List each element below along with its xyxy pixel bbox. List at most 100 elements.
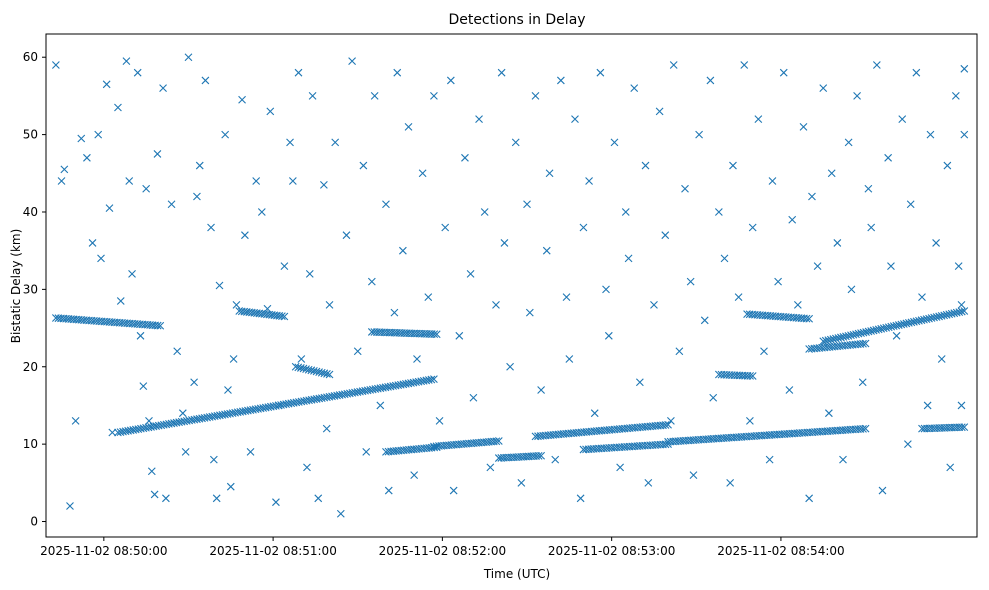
x-tick-label: 2025-11-02 08:51:00 (209, 544, 336, 558)
detection-marker (839, 455, 847, 464)
y-tick-label: 30 (23, 282, 38, 296)
detection-marker (785, 386, 794, 394)
detection-marker (517, 478, 526, 487)
detection-marker (774, 277, 782, 286)
plot-frame (45, 33, 978, 538)
detection-marker (393, 68, 402, 77)
detection-marker (390, 308, 399, 317)
detection-marker (162, 494, 170, 503)
detection-marker (105, 204, 114, 213)
detection-marker (150, 490, 159, 499)
detection-marker (847, 285, 856, 294)
detection-marker (500, 239, 509, 247)
detection-marker (461, 153, 469, 162)
chart-title: Detections in Delay (448, 12, 585, 28)
detection-marker (534, 451, 543, 460)
detection-marker (844, 138, 853, 147)
detection-marker (695, 130, 703, 139)
detection-marker (754, 115, 763, 124)
detection-marker (446, 76, 455, 85)
detection-marker (808, 192, 816, 201)
detection-marker (946, 463, 955, 472)
detection-marker (359, 161, 368, 170)
detection-marker (181, 447, 190, 456)
detection-marker (108, 428, 117, 437)
detection-marker (531, 92, 540, 100)
detection-marker (114, 103, 122, 112)
detection-marker (748, 223, 757, 232)
detection-marker (918, 293, 926, 301)
detection-marker (384, 486, 393, 495)
detection-marker (833, 239, 842, 247)
detection-marker (427, 375, 436, 384)
detection-marker (209, 455, 218, 464)
detection-marker (277, 312, 286, 321)
detection-marker (957, 307, 966, 316)
detection-marker (700, 316, 709, 325)
detection-marker (184, 53, 193, 62)
detection-marker (951, 92, 960, 100)
detection-marker (545, 169, 554, 178)
detection-marker (681, 184, 689, 193)
detection-marker (238, 95, 246, 104)
y-tick-label: 60 (23, 50, 38, 64)
detection-marker (932, 239, 940, 247)
detection-marker (596, 68, 605, 77)
detection-marker (511, 138, 520, 147)
detection-marker (116, 297, 125, 305)
detection-marker (884, 153, 893, 162)
detection-marker (469, 393, 478, 402)
detection-marker (957, 401, 966, 410)
detection-marker (382, 200, 390, 209)
detection-marker (308, 92, 317, 100)
detection-marker (303, 463, 311, 472)
detection-marker (740, 61, 749, 69)
detection-marker (325, 370, 334, 379)
detection-marker (342, 231, 351, 240)
detection-marker (348, 57, 356, 65)
detection-marker (960, 64, 969, 73)
detection-marker (142, 184, 151, 193)
detection-marker (66, 502, 74, 510)
x-axis-ticks: 2025-11-02 08:50:00 2025-11-02 08:51:00 20… (40, 537, 845, 558)
detection-marker (336, 509, 345, 518)
detection-marker (193, 192, 201, 201)
detection-marker (272, 498, 280, 507)
detection-marker (861, 339, 870, 348)
x-tick-label: 2025-11-02 08:54:00 (717, 544, 844, 558)
detection-marker (706, 76, 715, 85)
detection-marker (923, 401, 932, 410)
detection-marker (954, 262, 963, 271)
detection-marker (641, 161, 650, 170)
detection-marker (331, 138, 340, 147)
detection-marker (88, 239, 97, 247)
detection-marker (486, 463, 495, 472)
detection-marker (734, 293, 743, 301)
detection-marker (912, 68, 921, 77)
detection-marker (799, 122, 808, 131)
detection-marker (644, 478, 653, 487)
detection-marker (492, 437, 501, 446)
y-tick-label: 40 (23, 205, 38, 219)
detection-marker (650, 300, 658, 309)
detection-marker (418, 169, 427, 178)
detection-marker (709, 393, 718, 402)
detection-marker (768, 177, 777, 185)
detection-marker (492, 300, 500, 309)
detection-marker (523, 200, 531, 209)
detection-marker (353, 347, 362, 356)
y-tick-label: 10 (23, 437, 38, 451)
detection-marker (746, 417, 754, 425)
detection-marker (576, 494, 585, 503)
detection-marker (190, 378, 199, 387)
detection-marker (746, 372, 754, 380)
detection-marker (212, 494, 221, 503)
detection-marker (872, 61, 881, 69)
detection-marker (957, 423, 966, 432)
detection-marker (57, 177, 66, 185)
detection-marker (960, 423, 969, 432)
detection-marker (51, 61, 60, 69)
detection-marker (201, 76, 210, 85)
detection-marker (398, 246, 407, 255)
